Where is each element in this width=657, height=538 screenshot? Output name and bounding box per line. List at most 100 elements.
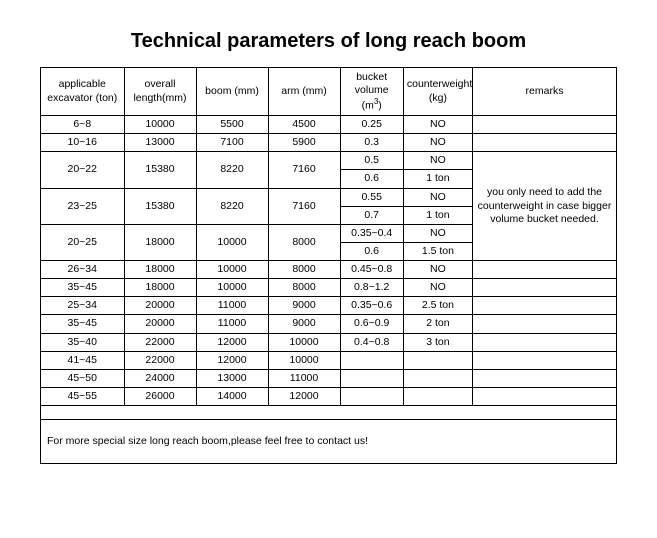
cell: 10000 <box>196 279 268 297</box>
cell: 1 ton <box>403 206 472 224</box>
col-excavator: applicable excavator (ton) <box>41 68 125 116</box>
cell <box>472 315 616 333</box>
cell: NO <box>403 261 472 279</box>
cell: 9000 <box>268 297 340 315</box>
cell <box>472 279 616 297</box>
col-remarks: remarks <box>472 68 616 116</box>
cell <box>472 333 616 351</box>
cell: 12000 <box>268 387 340 405</box>
cell: 8000 <box>268 261 340 279</box>
cell: NO <box>403 134 472 152</box>
cell: 11000 <box>268 369 340 387</box>
table-row: 25~34 20000 11000 9000 0.35~0.6 2.5 ton <box>41 297 617 315</box>
cell: 7160 <box>268 152 340 188</box>
empty-row <box>41 406 617 420</box>
cell: 23~25 <box>41 188 125 224</box>
cell <box>472 369 616 387</box>
cell: 10000 <box>196 261 268 279</box>
cell: 0.8~1.2 <box>340 279 403 297</box>
cell <box>403 369 472 387</box>
col-length: overall length(mm) <box>124 68 196 116</box>
footer-text: For more special size long reach boom,pl… <box>41 420 617 464</box>
cell <box>41 406 617 420</box>
cell: 7100 <box>196 134 268 152</box>
cell: 0.55 <box>340 188 403 206</box>
table-row: 26~34 18000 10000 8000 0.45~0.8 NO <box>41 261 617 279</box>
cell: 22000 <box>124 333 196 351</box>
cell: 9000 <box>268 315 340 333</box>
cell: 4500 <box>268 116 340 134</box>
cell: 26000 <box>124 387 196 405</box>
cell: 8220 <box>196 188 268 224</box>
table-row: 20~22 15380 8220 7160 0.5 NO you only ne… <box>41 152 617 170</box>
cell: 10~16 <box>41 134 125 152</box>
table-row: 35~45 20000 11000 9000 0.6~0.9 2 ton <box>41 315 617 333</box>
cell: 10000 <box>268 333 340 351</box>
cell: 0.6~0.9 <box>340 315 403 333</box>
cell: 0.45~0.8 <box>340 261 403 279</box>
cell: 12000 <box>196 351 268 369</box>
bucket-label-pre: bucket volume (m <box>355 71 389 112</box>
cell <box>340 387 403 405</box>
cell: NO <box>403 279 472 297</box>
cell: 15380 <box>124 188 196 224</box>
cell: 20~22 <box>41 152 125 188</box>
cell: 3 ton <box>403 333 472 351</box>
table-row: 45~50 24000 13000 11000 <box>41 369 617 387</box>
page-title: Technical parameters of long reach boom <box>40 30 617 53</box>
cell: 14000 <box>196 387 268 405</box>
table-row: 35~45 18000 10000 8000 0.8~1.2 NO <box>41 279 617 297</box>
cell: 6~8 <box>41 116 125 134</box>
cell: 20~25 <box>41 224 125 260</box>
cell: 18000 <box>124 261 196 279</box>
parameters-table: applicable excavator (ton) overall lengt… <box>40 67 617 464</box>
cell: 7160 <box>268 188 340 224</box>
table-row: 6~8 10000 5500 4500 0.25 NO <box>41 116 617 134</box>
cell: 25~34 <box>41 297 125 315</box>
cell: 0.35~0.4 <box>340 224 403 242</box>
cell: 0.35~0.6 <box>340 297 403 315</box>
cell: 1.5 ton <box>403 242 472 260</box>
cell: 0.7 <box>340 206 403 224</box>
cell <box>472 387 616 405</box>
cell: 20000 <box>124 297 196 315</box>
cell: 0.6 <box>340 242 403 260</box>
cell: 13000 <box>196 369 268 387</box>
cell: 11000 <box>196 315 268 333</box>
cell <box>340 369 403 387</box>
bucket-label-post: ) <box>378 99 382 111</box>
cell: 8000 <box>268 279 340 297</box>
cell: 13000 <box>124 134 196 152</box>
cell: 8000 <box>268 224 340 260</box>
col-arm: arm (mm) <box>268 68 340 116</box>
table-row: 10~16 13000 7100 5900 0.3 NO <box>41 134 617 152</box>
col-bucket: bucket volume (m3) <box>340 68 403 116</box>
cell <box>472 261 616 279</box>
cell: 35~45 <box>41 279 125 297</box>
cell: 0.6 <box>340 170 403 188</box>
cell: 22000 <box>124 351 196 369</box>
cell: NO <box>403 224 472 242</box>
cell: 15380 <box>124 152 196 188</box>
cell: 0.5 <box>340 152 403 170</box>
cell: 12000 <box>196 333 268 351</box>
footer-row: For more special size long reach boom,pl… <box>41 420 617 464</box>
cell: 18000 <box>124 224 196 260</box>
cell: 10000 <box>124 116 196 134</box>
cell: NO <box>403 152 472 170</box>
cell: 5900 <box>268 134 340 152</box>
col-boom: boom (mm) <box>196 68 268 116</box>
cell <box>472 297 616 315</box>
cell: 2.5 ton <box>403 297 472 315</box>
cell: 35~45 <box>41 315 125 333</box>
cell <box>472 351 616 369</box>
table-row: 35~40 22000 12000 10000 0.4~0.8 3 ton <box>41 333 617 351</box>
cell <box>340 351 403 369</box>
cell <box>403 387 472 405</box>
cell <box>403 351 472 369</box>
cell: 10000 <box>268 351 340 369</box>
table-row: 45~55 26000 14000 12000 <box>41 387 617 405</box>
cell: 2 ton <box>403 315 472 333</box>
cell <box>472 134 616 152</box>
cell: NO <box>403 188 472 206</box>
